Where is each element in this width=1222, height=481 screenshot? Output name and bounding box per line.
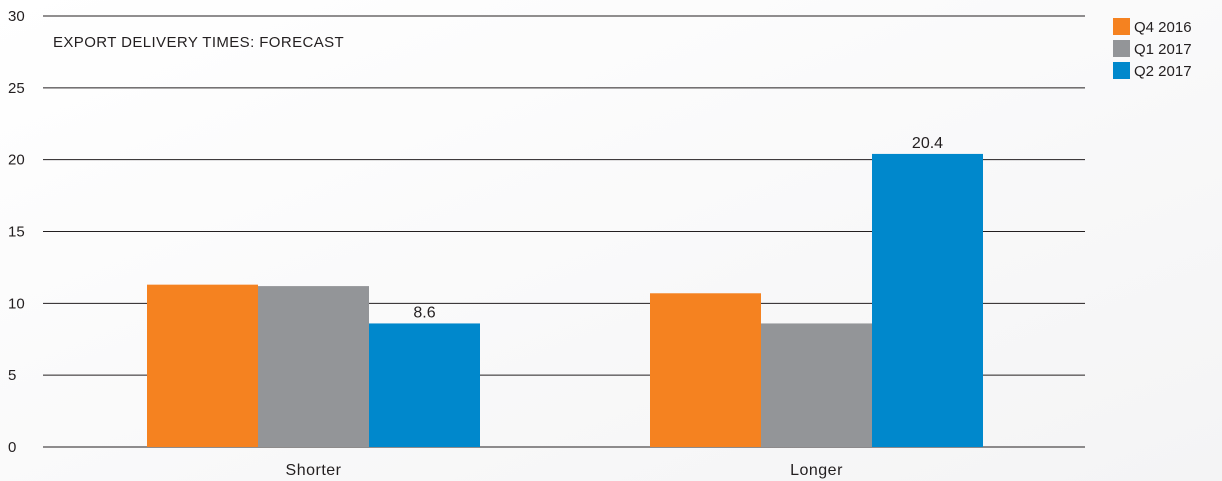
legend-swatch (1113, 62, 1130, 79)
data-label: 20.4 (912, 135, 943, 152)
x-category-label: Longer (790, 462, 843, 479)
bars (147, 153, 983, 448)
y-tick-label: 5 (8, 367, 16, 384)
legend-label: Q4 2016 (1134, 19, 1192, 36)
y-tick-label: 15 (8, 224, 25, 241)
y-tick-label: 25 (8, 80, 25, 97)
bar (258, 286, 369, 447)
legend: Q4 2016 Q1 2017 Q2 2017 (1113, 18, 1192, 80)
y-tick-label: 10 (8, 295, 25, 312)
bar (872, 153, 983, 448)
x-category-label: Shorter (286, 462, 342, 479)
legend-label: Q2 2017 (1134, 63, 1192, 80)
chart-title: EXPORT DELIVERY TIMES: FORECAST (53, 34, 344, 51)
bar (147, 284, 258, 447)
legend-swatch (1113, 18, 1130, 35)
y-tick-label: 20 (8, 152, 25, 169)
data-label: 8.6 (413, 304, 435, 321)
y-tick-label: 30 (8, 8, 25, 25)
legend-label: Q1 2017 (1134, 41, 1192, 58)
bar (650, 293, 761, 447)
bar (369, 323, 480, 447)
bar (761, 323, 872, 447)
labels: 0 5 10 15 20 25 30 Shorter Longer 8.6 20.4 (8, 8, 943, 479)
legend-swatch (1113, 40, 1130, 57)
y-tick-label: 0 (8, 439, 16, 456)
